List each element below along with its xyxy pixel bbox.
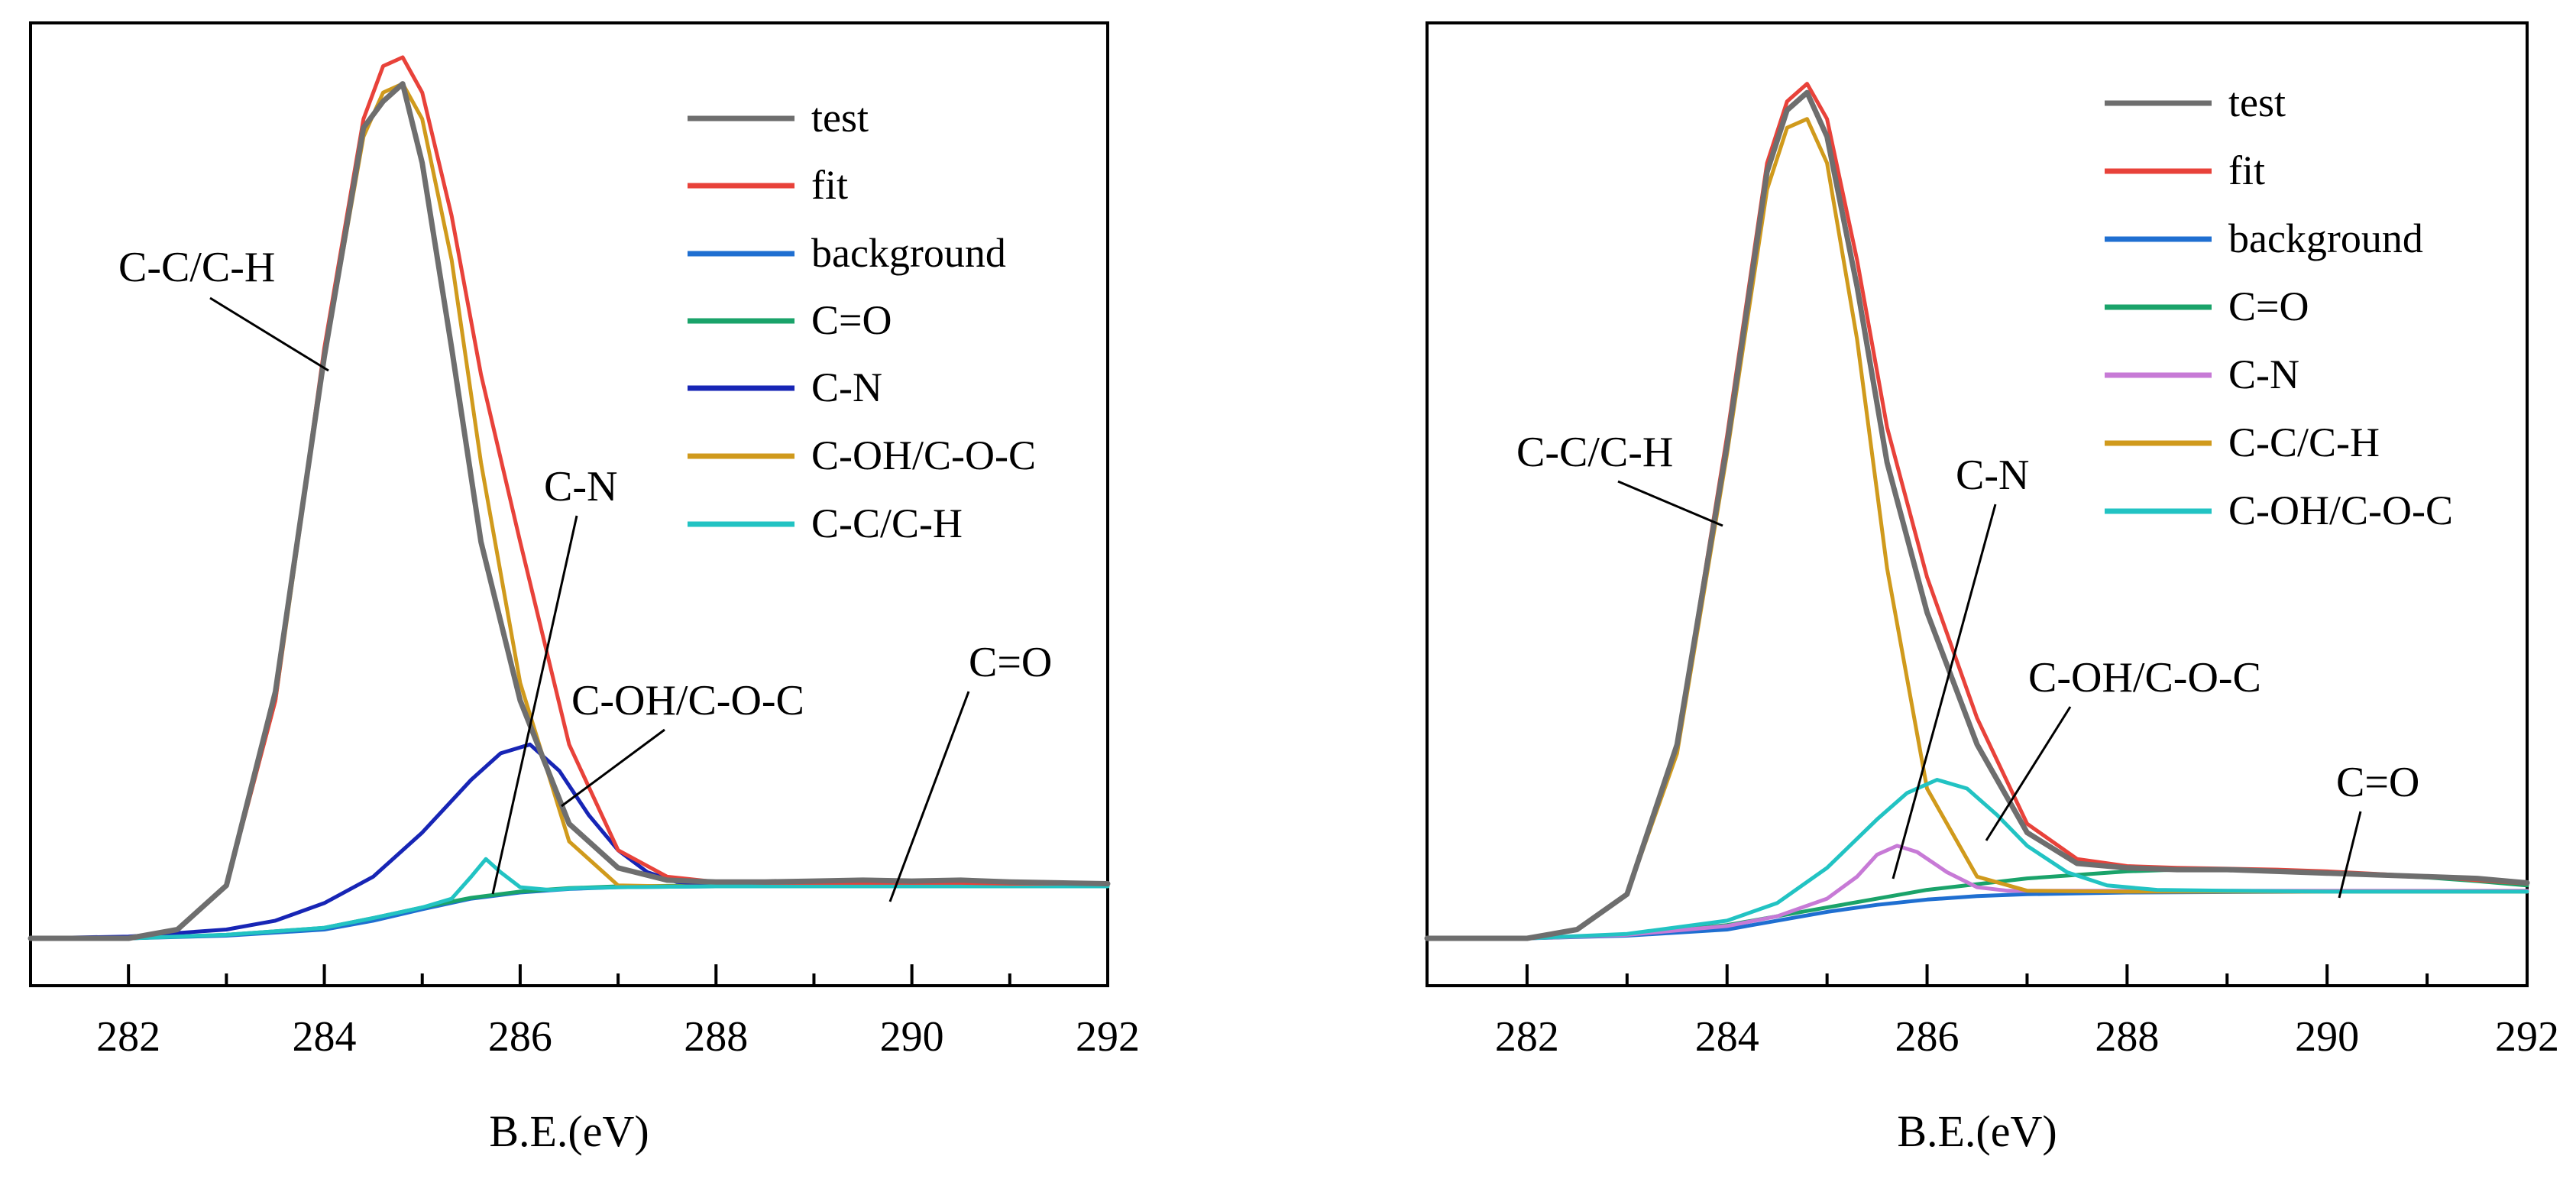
legend-label-c-o: C=O (2228, 283, 2309, 329)
annotation-leader-c-oh (1985, 706, 2072, 841)
annotation-c-o: C=O (2336, 759, 2419, 806)
series-line-test (28, 81, 1111, 941)
x-tick-label: 290 (880, 1013, 944, 1061)
annotation-leader-c-c-c-h (209, 296, 329, 372)
x-tick-label: 286 (488, 1013, 552, 1061)
x-tick-label: 282 (1495, 1013, 1559, 1061)
x-axis-label: B.E.(eV) (489, 1106, 649, 1156)
x-tick-label: 286 (1895, 1013, 1960, 1061)
series-line-background (1425, 889, 2529, 941)
legend-label-c-oh: C-OH/C-O-C (811, 432, 1036, 478)
series-curves (28, 55, 1111, 941)
annotation-c-c-c-h: C-C/C-H (1516, 429, 1673, 476)
x-tick-label: 284 (1695, 1013, 1759, 1061)
x-tick-label: 288 (684, 1013, 748, 1061)
x-tick-label: 288 (2095, 1013, 2159, 1061)
annotation-c-n: C-N (1956, 452, 2029, 499)
annotation-c-oh-c-o-c: C-OH/C-O-C (571, 677, 804, 724)
chart-panel-left: 282 284 286 288 290 292 B.E.(eV) test fit bac… (28, 21, 1140, 1156)
annotation-c-n: C-N (544, 463, 617, 510)
legend-label-test: test (2228, 79, 2286, 125)
plot-frame (29, 21, 1109, 987)
x-axis-ticks: 282 284 286 288 290 292 (1426, 964, 2559, 1061)
legend: test fit background C=O C-N C-C/C-H C-OH… (2105, 79, 2453, 533)
legend-label-background: background (811, 230, 1006, 276)
annotation-leader-c-n (491, 515, 578, 895)
legend-label-background: background (2228, 215, 2423, 261)
legend-label-test: test (811, 95, 869, 141)
legend-label-fit: fit (811, 162, 848, 208)
legend-label-c-oh: C-OH/C-O-C (2228, 487, 2453, 533)
x-tick-label: 290 (2295, 1013, 2359, 1061)
series-line-c-o (1425, 867, 2529, 941)
annotation-leader-c-n (1892, 504, 1997, 879)
annotation-c-o: C=O (969, 639, 1052, 686)
legend-label-fit: fit (2228, 147, 2265, 193)
annotation-leader-c-o (2338, 811, 2362, 899)
x-tick-label: 282 (96, 1013, 160, 1061)
series-line-c-c-c-h (28, 857, 1110, 941)
legend-label-c-n: C-N (811, 364, 882, 410)
annotation-leader-c-c-c-h (1617, 480, 1723, 527)
annotation-c-oh-c-o-c: C-OH/C-O-C (2028, 654, 2261, 701)
annotations: C-C/C-H C-N C-OH/C-O-C C=O (1516, 429, 2419, 899)
legend-label-c-n: C-N (2228, 351, 2299, 397)
series-line-test (1424, 89, 2530, 941)
series-line-c-oh-c-o-c (1425, 778, 2529, 941)
annotation-leader-c-o (888, 691, 970, 902)
annotation-c-c-c-h: C-C/C-H (118, 244, 275, 291)
series-curves (1424, 82, 2530, 941)
legend: test fit background C=O C-N C-OH/C-O-C C… (688, 95, 1036, 546)
annotation-leader-c-oh (561, 728, 665, 808)
chart-panel-right: 282 284 286 288 290 292 B.E.(eV) test fit bac… (1424, 21, 2559, 1156)
legend-label-c-c: C-C/C-H (2228, 419, 2380, 465)
annotations: C-C/C-H C-N C-OH/C-O-C C=O (118, 244, 1052, 902)
x-axis-label: B.E.(eV) (1897, 1106, 2057, 1156)
plot-frame (1426, 21, 2529, 987)
x-tick-label: 292 (2495, 1013, 2559, 1061)
x-tick-label: 292 (1076, 1013, 1140, 1061)
x-axis-ticks: 282 284 286 288 290 292 (29, 964, 1140, 1061)
legend-label-c-c: C-C/C-H (811, 500, 963, 546)
legend-label-c-o: C=O (811, 297, 892, 343)
x-tick-label: 284 (293, 1013, 357, 1061)
